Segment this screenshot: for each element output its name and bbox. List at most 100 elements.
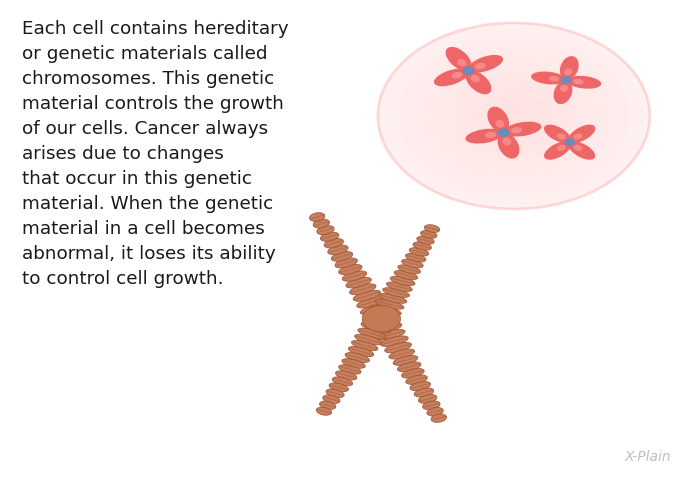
- Ellipse shape: [544, 142, 570, 160]
- Ellipse shape: [480, 93, 548, 139]
- Ellipse shape: [531, 72, 566, 84]
- Ellipse shape: [453, 74, 575, 158]
- Ellipse shape: [507, 111, 521, 120]
- Ellipse shape: [335, 258, 358, 268]
- Ellipse shape: [466, 71, 491, 94]
- Ellipse shape: [335, 371, 357, 380]
- Ellipse shape: [398, 265, 421, 274]
- Ellipse shape: [381, 336, 408, 347]
- Ellipse shape: [364, 316, 395, 327]
- Ellipse shape: [324, 239, 344, 248]
- Ellipse shape: [406, 375, 427, 384]
- Ellipse shape: [351, 340, 378, 351]
- Ellipse shape: [361, 322, 391, 333]
- Ellipse shape: [346, 277, 371, 288]
- Circle shape: [565, 139, 574, 145]
- Ellipse shape: [349, 284, 376, 295]
- Ellipse shape: [434, 69, 468, 86]
- Ellipse shape: [423, 401, 440, 409]
- Ellipse shape: [473, 88, 554, 144]
- Ellipse shape: [554, 81, 573, 104]
- Ellipse shape: [368, 316, 399, 327]
- Ellipse shape: [362, 306, 400, 332]
- Ellipse shape: [556, 133, 566, 140]
- Ellipse shape: [446, 47, 472, 71]
- Ellipse shape: [331, 252, 353, 261]
- Ellipse shape: [364, 310, 395, 321]
- Ellipse shape: [410, 248, 428, 256]
- Ellipse shape: [487, 107, 509, 132]
- Ellipse shape: [413, 242, 431, 250]
- Ellipse shape: [549, 76, 559, 82]
- Ellipse shape: [475, 63, 486, 69]
- Ellipse shape: [568, 125, 595, 143]
- Ellipse shape: [405, 253, 426, 262]
- Ellipse shape: [564, 68, 573, 75]
- Ellipse shape: [544, 125, 570, 143]
- Circle shape: [463, 67, 474, 74]
- Ellipse shape: [349, 347, 374, 357]
- Ellipse shape: [326, 389, 344, 397]
- Ellipse shape: [414, 388, 434, 397]
- Ellipse shape: [357, 297, 385, 308]
- Ellipse shape: [319, 401, 336, 409]
- Ellipse shape: [567, 76, 601, 89]
- Ellipse shape: [394, 271, 418, 280]
- Ellipse shape: [379, 293, 407, 303]
- Ellipse shape: [556, 145, 566, 151]
- Ellipse shape: [494, 102, 534, 130]
- Ellipse shape: [410, 382, 430, 391]
- Ellipse shape: [316, 407, 332, 415]
- Ellipse shape: [560, 56, 579, 80]
- Ellipse shape: [500, 107, 527, 125]
- Ellipse shape: [419, 395, 437, 403]
- Ellipse shape: [391, 276, 415, 286]
- Ellipse shape: [360, 303, 390, 314]
- Text: X-Plain: X-Plain: [624, 450, 671, 464]
- Ellipse shape: [573, 145, 582, 151]
- Ellipse shape: [371, 305, 401, 315]
- Ellipse shape: [313, 219, 330, 228]
- Ellipse shape: [431, 414, 447, 422]
- Ellipse shape: [424, 225, 440, 232]
- Ellipse shape: [317, 226, 334, 235]
- Ellipse shape: [353, 290, 381, 301]
- Ellipse shape: [498, 133, 519, 158]
- Ellipse shape: [393, 356, 418, 365]
- Ellipse shape: [389, 349, 414, 359]
- Ellipse shape: [402, 369, 424, 378]
- Ellipse shape: [573, 133, 582, 140]
- Ellipse shape: [355, 335, 382, 345]
- Ellipse shape: [468, 55, 503, 72]
- Ellipse shape: [560, 85, 568, 92]
- Ellipse shape: [345, 353, 370, 362]
- Ellipse shape: [511, 127, 522, 133]
- Ellipse shape: [452, 72, 463, 79]
- Ellipse shape: [470, 75, 480, 82]
- Ellipse shape: [504, 121, 541, 136]
- Ellipse shape: [496, 120, 505, 128]
- Ellipse shape: [383, 288, 410, 298]
- Ellipse shape: [416, 236, 434, 244]
- Circle shape: [561, 77, 571, 84]
- Ellipse shape: [421, 230, 437, 239]
- Ellipse shape: [573, 79, 583, 84]
- Circle shape: [498, 129, 509, 136]
- Ellipse shape: [309, 213, 325, 221]
- Text: Each cell contains hereditary
or genetic materials called
chromosomes. This gene: Each cell contains hereditary or genetic…: [22, 21, 289, 288]
- Ellipse shape: [466, 84, 561, 148]
- Ellipse shape: [339, 264, 362, 275]
- Ellipse shape: [368, 311, 398, 321]
- Ellipse shape: [372, 323, 402, 334]
- Ellipse shape: [358, 328, 386, 339]
- Ellipse shape: [332, 377, 353, 386]
- Ellipse shape: [385, 342, 412, 353]
- Ellipse shape: [398, 362, 421, 372]
- Ellipse shape: [402, 259, 424, 268]
- Ellipse shape: [339, 365, 361, 374]
- Ellipse shape: [484, 132, 496, 138]
- Ellipse shape: [378, 23, 650, 209]
- Ellipse shape: [427, 408, 443, 416]
- Ellipse shape: [321, 232, 339, 241]
- Ellipse shape: [459, 79, 568, 153]
